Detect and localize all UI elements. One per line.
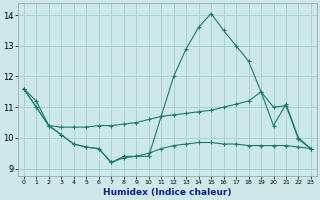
X-axis label: Humidex (Indice chaleur): Humidex (Indice chaleur) xyxy=(103,188,232,197)
